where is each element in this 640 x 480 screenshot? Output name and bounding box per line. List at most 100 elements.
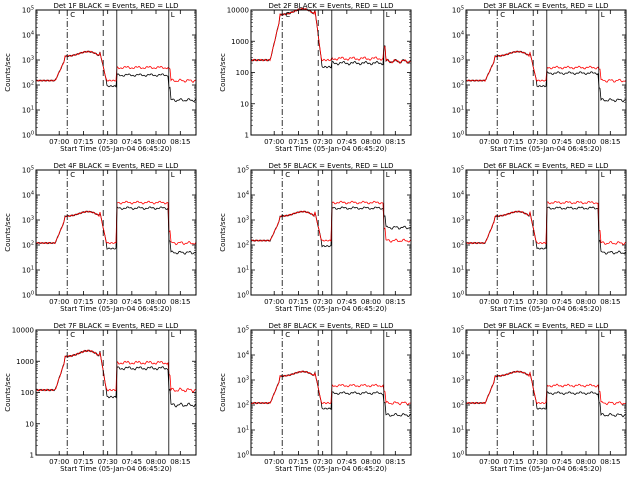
x-tick-label: 07:15 (73, 458, 93, 466)
panel-title: Det 1F BLACK = Events, RED = LLD (53, 2, 178, 10)
panel-title: Det 3F BLACK = Events, RED = LLD (483, 2, 608, 10)
y-tick-label: 101 (22, 266, 34, 275)
marker-l-label: L (601, 331, 605, 339)
y-tick-label: 101 (237, 266, 249, 275)
marker-c-label: C (70, 11, 75, 19)
lld-series-line (250, 370, 412, 406)
events-series-line (35, 349, 197, 408)
lld-series-line (35, 349, 197, 393)
plot-frame (465, 9, 627, 136)
y-axis-label: Counts/sec (4, 53, 12, 92)
events-series-line (251, 370, 412, 417)
marker-l-label: L (386, 171, 390, 179)
x-tick-label: 07:30 (313, 458, 333, 466)
lld-series-line (35, 200, 197, 246)
panel-title: Det 4F BLACK = Events, RED = LLD (53, 162, 178, 170)
x-tick-label: 08:00 (576, 138, 596, 146)
x-tick-label: 07:45 (122, 138, 142, 146)
x-tick-label: 07:45 (552, 458, 572, 466)
marker-c-label: C (285, 171, 290, 179)
y-tick-label: 104 (22, 31, 34, 40)
y-tick-label: 105 (237, 326, 249, 335)
panel-det-8: Det 8F BLACK = Events, RED = LLD 100 101 10… (219, 322, 412, 473)
x-tick-label: 08:00 (361, 458, 381, 466)
lld-series-line (465, 50, 627, 83)
y-tick-label: 104 (237, 351, 249, 360)
x-axis-label: Start Time (05-Jan-04 06:45:20) (60, 145, 172, 153)
y-tick-label: 105 (237, 166, 249, 175)
y-tick-label: 100 (237, 291, 249, 300)
x-tick-label: 07:00 (264, 298, 284, 306)
y-tick-label: 105 (22, 6, 34, 15)
marker-c-label: C (285, 331, 290, 339)
x-tick-label: 07:30 (98, 298, 118, 306)
x-tick-label: 07:15 (503, 138, 523, 146)
lld-series-line (250, 200, 412, 243)
x-tick-label: 08:15 (385, 458, 405, 466)
x-tick-label: 07:15 (288, 298, 308, 306)
marker-l-label: L (386, 11, 390, 19)
x-tick-label: 07:45 (122, 298, 142, 306)
x-tick-label: 08:00 (576, 298, 596, 306)
y-tick-label: 10000 (12, 327, 34, 335)
y-tick-label: 103 (237, 216, 249, 225)
y-tick-label: 102 (237, 401, 249, 410)
panel-title: Det 8F BLACK = Events, RED = LLD (268, 322, 393, 330)
plot-frame (250, 169, 412, 296)
lld-series-line (465, 370, 627, 406)
y-tick-label: 104 (452, 191, 464, 200)
y-tick-label: 100 (236, 69, 249, 77)
y-tick-label: 103 (452, 376, 464, 385)
y-tick-label: 10 (25, 420, 34, 428)
y-axis-label: Counts/sec (4, 373, 12, 412)
x-axis-label: Start Time (05-Jan-04 06:45:20) (60, 305, 172, 313)
y-tick-label: 102 (22, 81, 34, 90)
y-tick-label: 105 (452, 326, 464, 335)
marker-l-label: L (386, 331, 390, 339)
x-tick-label: 07:00 (479, 138, 499, 146)
y-tick-label: 103 (22, 216, 34, 225)
y-tick-label: 105 (22, 166, 34, 175)
y-tick-label: 103 (22, 56, 34, 65)
y-tick-label: 103 (452, 216, 464, 225)
y-tick-label: 102 (22, 241, 34, 250)
y-tick-label: 102 (452, 81, 464, 90)
y-tick-label: 104 (22, 191, 34, 200)
x-tick-label: 07:30 (313, 138, 333, 146)
x-axis-label: Start Time (05-Jan-04 06:45:20) (490, 465, 602, 473)
marker-l-label: L (171, 331, 175, 339)
x-tick-label: 07:30 (98, 138, 118, 146)
x-tick-label: 08:15 (385, 298, 405, 306)
y-tick-label: 103 (452, 56, 464, 65)
x-axis-label: Start Time (05-Jan-04 06:45:20) (275, 145, 387, 153)
y-axis-label: Counts/sec (219, 53, 227, 92)
x-tick-label: 08:15 (170, 298, 190, 306)
plot-frame (465, 329, 627, 456)
y-tick-label: 1 (30, 452, 34, 460)
x-tick-label: 07:00 (264, 458, 284, 466)
y-tick-label: 100 (22, 131, 34, 140)
x-tick-label: 07:45 (337, 298, 357, 306)
y-tick-label: 1000 (16, 358, 34, 366)
panel-det-4: Det 4F BLACK = Events, RED = LLD 100 101 10… (4, 162, 197, 313)
plot-frame (250, 329, 412, 456)
x-tick-label: 07:00 (264, 138, 284, 146)
marker-l-label: L (171, 11, 175, 19)
y-tick-label: 104 (452, 351, 464, 360)
y-tick-label: 1 (245, 132, 249, 140)
x-tick-label: 07:00 (49, 298, 69, 306)
x-tick-label: 07:45 (552, 138, 572, 146)
x-tick-label: 07:00 (479, 458, 499, 466)
x-tick-label: 07:15 (73, 298, 93, 306)
marker-c-label: C (70, 331, 75, 339)
panel-title: Det 6F BLACK = Events, RED = LLD (483, 162, 608, 170)
y-tick-label: 104 (237, 191, 249, 200)
x-tick-label: 07:45 (337, 138, 357, 146)
panel-det-1: Det 1F BLACK = Events, RED = LLD 100 101 10… (4, 2, 197, 153)
x-tick-label: 07:00 (479, 298, 499, 306)
x-axis-label: Start Time (05-Jan-04 06:45:20) (490, 145, 602, 153)
y-tick-label: 104 (452, 31, 464, 40)
x-tick-label: 07:15 (288, 138, 308, 146)
y-tick-label: 10 (240, 100, 249, 108)
x-tick-label: 08:00 (361, 138, 381, 146)
